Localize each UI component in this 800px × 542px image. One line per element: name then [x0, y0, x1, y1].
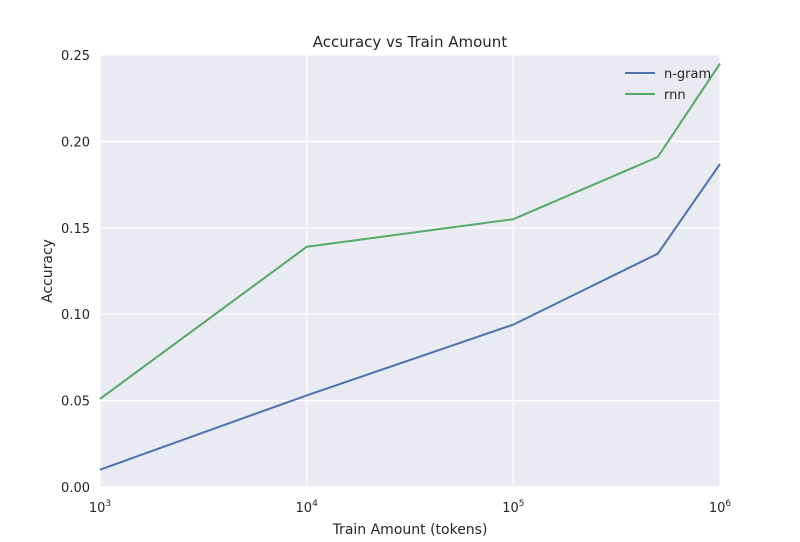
y-tick-label: 0.20: [61, 135, 90, 150]
y-axis-label: Accuracy: [40, 239, 56, 303]
series-line-rnn: [99, 63, 721, 400]
x-axis-label: Train Amount (tokens): [332, 522, 488, 538]
series-lines: [99, 63, 721, 471]
chart-title: Accuracy vs Train Amount: [313, 33, 508, 51]
legend: n-gram rnn: [625, 67, 711, 103]
x-tick-label: 104: [296, 499, 319, 516]
x-tick-label: 103: [89, 499, 111, 516]
grid-lines: [99, 54, 721, 488]
x-tick-label: 105: [502, 499, 524, 516]
y-tick-label: 0.05: [61, 395, 90, 410]
x-tick-label: 106: [709, 499, 732, 516]
y-tick-label: 0.10: [61, 308, 90, 323]
y-tick-label: 0.00: [61, 481, 90, 496]
legend-label-n-gram: n-gram: [664, 67, 711, 82]
y-tick-label: 0.15: [61, 222, 90, 237]
series-line-n-gram: [99, 163, 721, 471]
y-axis-ticks: 0.00 0.05 0.10 0.15 0.20 0.25: [61, 49, 90, 496]
legend-label-rnn: rnn: [664, 88, 686, 103]
y-tick-label: 0.25: [61, 49, 90, 64]
plot-background: [100, 55, 720, 487]
x-axis-ticks: 103 104 105 106: [89, 499, 732, 516]
